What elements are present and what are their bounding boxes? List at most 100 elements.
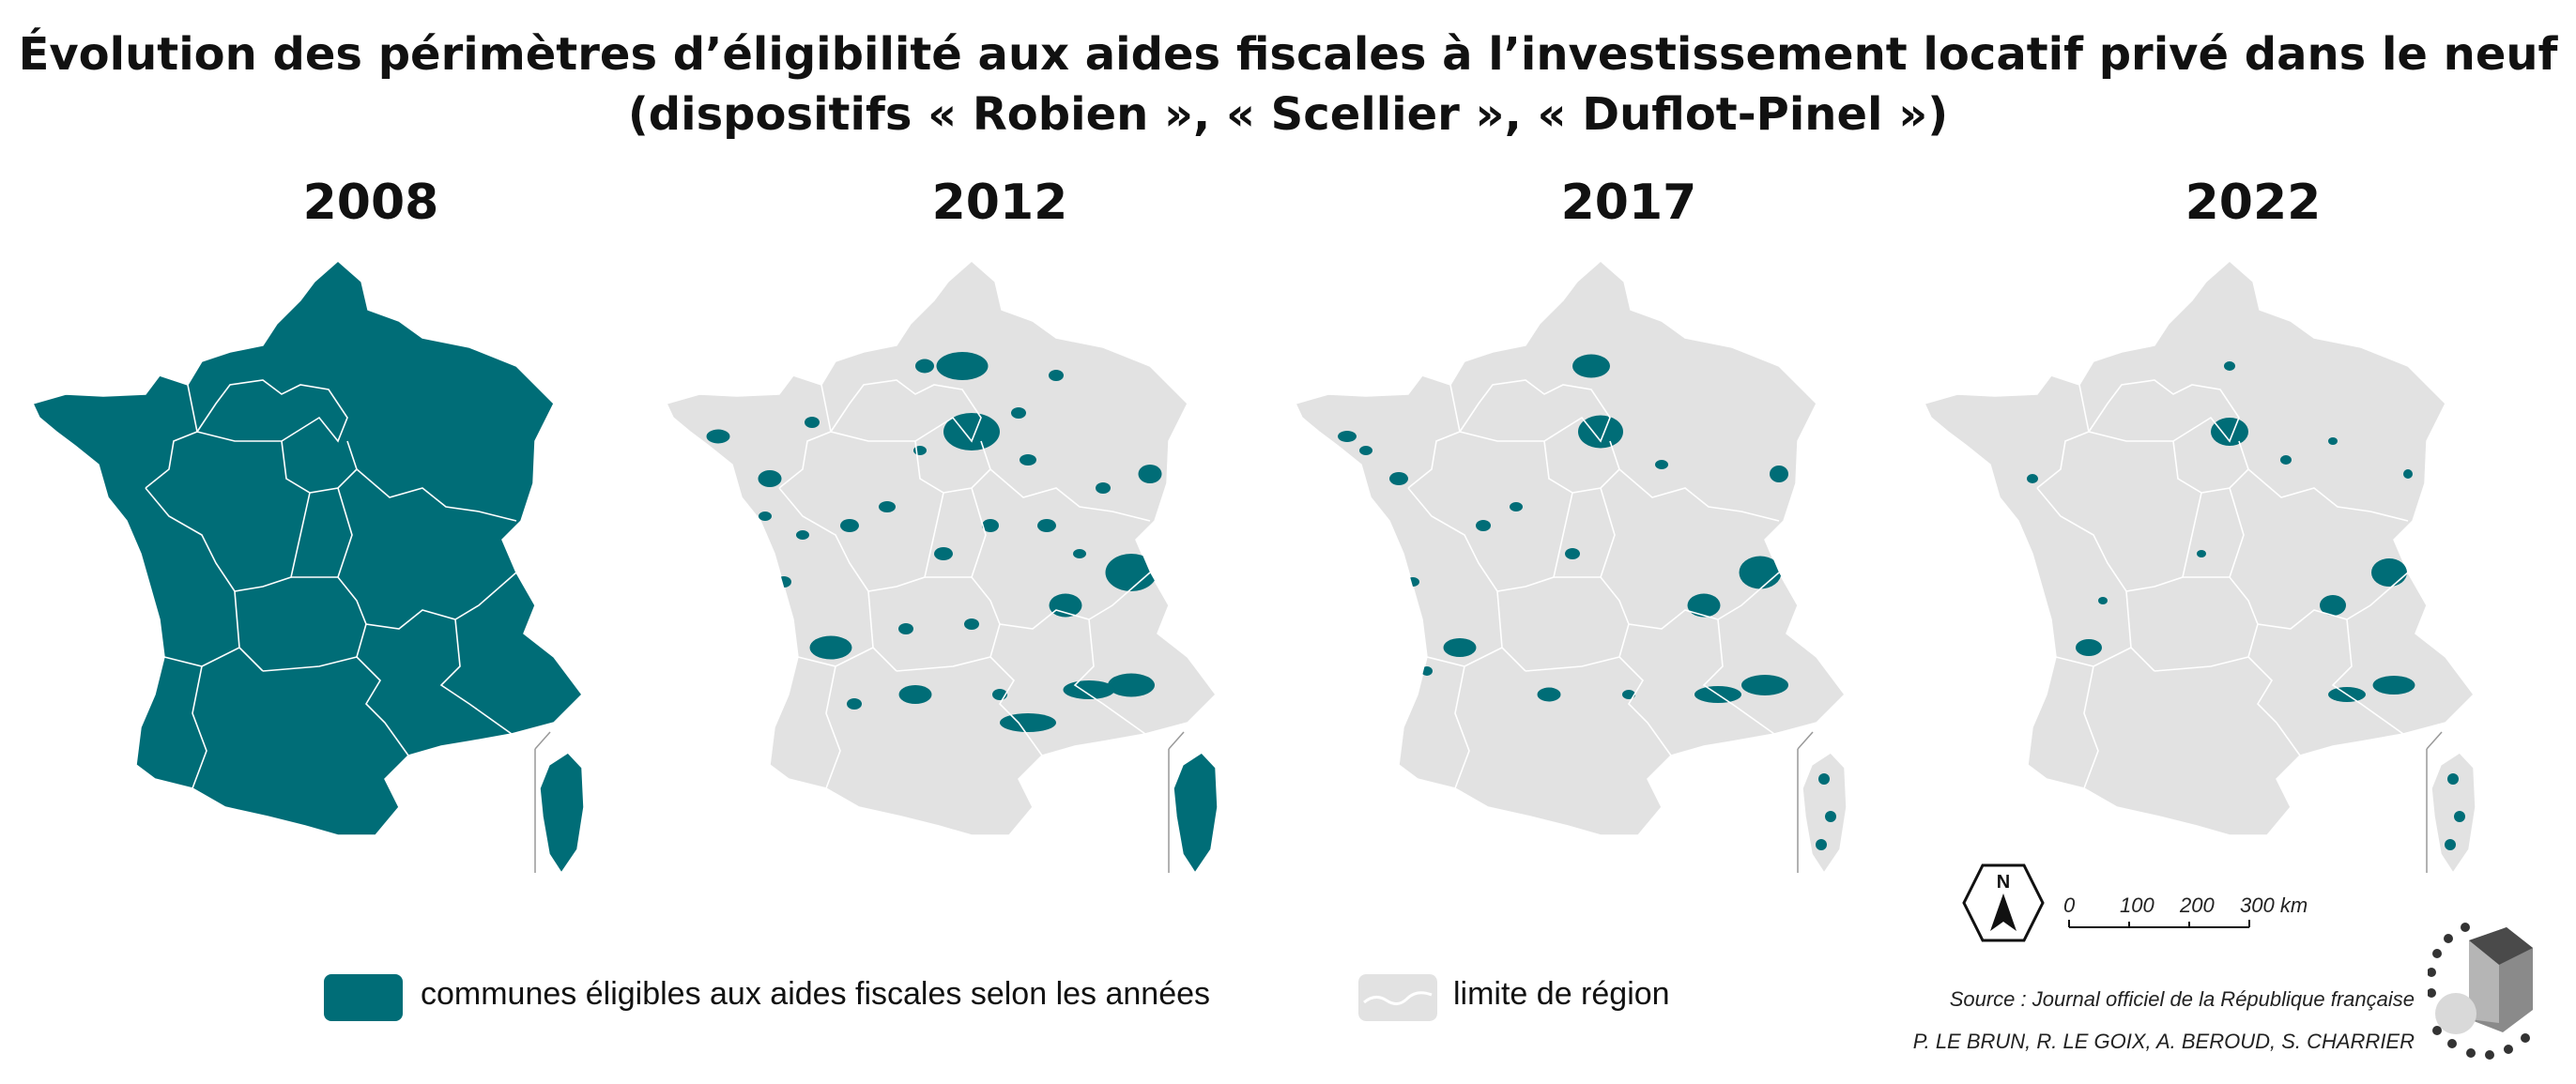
eligible-cluster: [776, 576, 791, 588]
region-border: [778, 384, 832, 489]
region-border: [825, 665, 841, 789]
region-border: [1525, 656, 1620, 672]
legend-region-border-line: [1363, 991, 1433, 1005]
eligible-cluster: [1073, 549, 1086, 558]
region-border: [989, 468, 1151, 522]
region-border: [2183, 572, 2409, 630]
region-border: [291, 572, 517, 630]
year-label-2008: 2008: [302, 175, 439, 231]
region-border: [1702, 618, 1775, 735]
eligible-cluster: [1565, 548, 1580, 559]
region-border: [1554, 572, 1780, 630]
eligible-communes: [1338, 354, 1836, 850]
eligible-cluster: [1687, 593, 1721, 618]
authors-text: P. LE BRUN, R. LE GOIX, A. BEROUD, S. CH…: [1912, 1030, 2415, 1053]
eligible-cluster: [1572, 354, 1610, 378]
region-border: [1454, 665, 1470, 789]
north-label: N: [1997, 872, 2010, 893]
eligible-cluster: [898, 685, 932, 704]
france-map-2012: [665, 260, 1219, 875]
scale-label-100: 100: [2120, 893, 2154, 917]
region-border: [145, 384, 198, 489]
year-label-2012: 2012: [931, 175, 1068, 231]
eligible-cluster: [964, 618, 979, 630]
eligible-cluster: [2445, 839, 2456, 850]
france-map-2017: [1294, 260, 1848, 875]
eligible-cluster: [1108, 673, 1155, 697]
region-border: [971, 487, 987, 578]
eligible-cluster: [1816, 839, 1827, 850]
eligible-cluster: [2197, 550, 2206, 557]
region-border: [192, 665, 207, 789]
corsica-inset-line: [534, 731, 551, 750]
mainland-shape: [1923, 260, 2475, 836]
eligible-cluster: [1000, 713, 1056, 732]
eligible-cluster: [796, 530, 809, 540]
region-border: [2083, 665, 2099, 789]
map-title: Évolution des périmètres d’éligibilité a…: [0, 24, 2576, 145]
institution-logo-icon: [2428, 923, 2533, 1060]
region-border: [1073, 618, 1146, 735]
region-borders: [1407, 379, 1780, 789]
legend-eligible-label: communes éligibles aux aides fiscales se…: [421, 976, 1211, 1012]
eligible-cluster: [2320, 595, 2346, 616]
scale-label-200: 200: [2180, 893, 2215, 917]
region-border: [2247, 623, 2301, 756]
eligible-cluster: [805, 417, 820, 428]
eligible-cluster: [2098, 597, 2108, 604]
eligible-cluster: [934, 547, 953, 560]
legend-eligible-swatch: [324, 974, 403, 1021]
eligible-cluster: [879, 501, 896, 512]
eligible-cluster: [2224, 361, 2235, 371]
corsica-shape: [1173, 752, 1219, 875]
eligible-cluster: [1096, 482, 1111, 494]
eligible-cluster: [2280, 455, 2292, 465]
title-line-1: Évolution des périmètres d’éligibilité a…: [18, 28, 2558, 81]
title-line-2: (dispositifs « Robien », « Scellier », «…: [627, 88, 1949, 141]
eligible-cluster: [1622, 690, 1635, 699]
region-border: [281, 440, 358, 494]
legend-region-label: limite de région: [1453, 976, 1670, 1012]
eligible-cluster: [1389, 472, 1408, 485]
eligible-cluster: [1049, 370, 1064, 381]
scale-label-300km: 300 km: [2240, 893, 2308, 917]
eligible-cluster: [1011, 407, 1026, 419]
scale-bar: [2068, 920, 2250, 928]
mainland-shape: [31, 260, 583, 836]
eligible-cluster: [1338, 431, 1357, 442]
corsica-shape: [1802, 752, 1848, 875]
region-border: [2154, 656, 2249, 672]
eligible-cluster: [1510, 502, 1523, 511]
region-border: [2229, 487, 2245, 578]
region-borders: [2036, 379, 2409, 789]
year-label-2022: 2022: [2185, 175, 2322, 231]
region-border: [989, 623, 1043, 756]
corsica-shape: [2430, 752, 2476, 875]
eligible-cluster: [2211, 418, 2248, 446]
eligible-cluster: [1741, 675, 1788, 695]
eligible-cluster: [1105, 554, 1158, 591]
eligible-cluster: [2447, 773, 2459, 785]
eligible-cluster: [1443, 638, 1477, 657]
eligible-cluster: [915, 359, 934, 374]
eligible-cluster: [1537, 687, 1561, 702]
france-map-2022: [1923, 260, 2476, 875]
eligible-cluster: [2372, 676, 2415, 695]
eligible-cluster: [2328, 437, 2338, 445]
eligible-cluster: [1739, 556, 1782, 589]
corsica-inset-line: [1168, 731, 1185, 750]
eligible-cluster: [2454, 811, 2465, 822]
region-border: [2036, 384, 2090, 489]
eligible-cluster: [1020, 454, 1036, 466]
eligible-cluster: [809, 635, 852, 660]
corsica-inset-line: [2426, 731, 2443, 750]
region-border: [337, 487, 353, 578]
eligible-cluster: [1578, 415, 1623, 449]
region-border: [262, 656, 358, 672]
north-arrow-icon: N: [1962, 863, 2045, 942]
source-text: Source : Journal officiel de la Républiq…: [1949, 987, 2415, 1011]
france-map-2008: [31, 260, 585, 875]
mainland-shape: [1294, 260, 1846, 836]
eligible-cluster: [1138, 465, 1162, 483]
region-border: [2247, 468, 2409, 522]
